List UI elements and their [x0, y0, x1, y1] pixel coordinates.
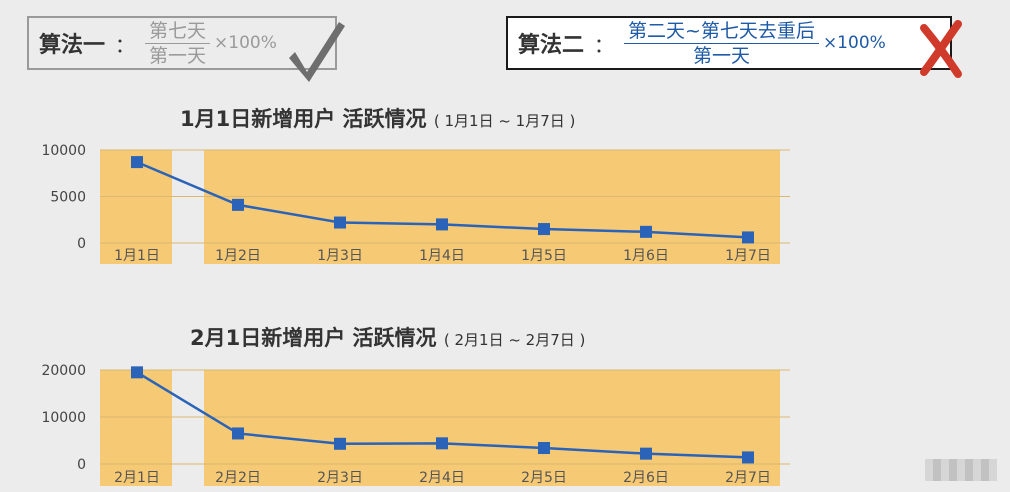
data-point — [232, 198, 244, 211]
chart-one: 0 5000 10000 1月1日 1月2日 1月3日 1月4日 1月5日 1月6日 1月7日 — [41, 143, 790, 264]
x-tick-label: 2月7日 — [725, 470, 771, 486]
chart-one-title-text: 1月1日新增用户 活跃情况 — [180, 107, 427, 131]
cross-mark-icon — [920, 20, 962, 78]
y-tick-label: 10000 — [41, 410, 86, 426]
highlight-band-following-days — [204, 370, 780, 486]
x-tick-label: 1月3日 — [317, 248, 363, 264]
data-point — [640, 225, 652, 238]
x-tick-label: 1月2日 — [215, 248, 261, 264]
formula-two-box: 算法二 ： 第二天~第七天去重后 第一天 ×100% — [506, 16, 952, 70]
highlight-band-following-days — [204, 150, 780, 264]
x-tick-label: 2月1日 — [114, 470, 160, 486]
x-tick-label: 1月5日 — [521, 248, 567, 264]
highlight-band-first-day — [100, 150, 172, 264]
x-tick-label: 2月6日 — [623, 470, 669, 486]
data-point — [131, 156, 143, 169]
x-tick-label: 2月4日 — [419, 470, 465, 486]
data-point — [640, 447, 652, 460]
formula-one-numerator: 第七天 — [145, 20, 211, 44]
formula-two-denominator: 第一天 — [692, 44, 750, 67]
chart-one-title: 1月1日新增用户 活跃情况 ( 1月1日 ~ 1月7日 ) — [180, 103, 575, 133]
formula-two-multiplier: ×100% — [822, 33, 886, 53]
y-tick-label: 5000 — [50, 190, 86, 206]
x-tick-label: 1月6日 — [623, 248, 669, 264]
data-point — [742, 231, 754, 244]
formula-one-label: 算法一 — [39, 33, 106, 58]
y-tick-label: 0 — [77, 236, 86, 252]
formula-one-fraction: 第七天 第一天 — [145, 20, 211, 67]
data-point — [131, 366, 143, 379]
corner-watermark — [925, 459, 997, 481]
formula-two-label: 算法二 — [518, 33, 585, 58]
data-point — [334, 216, 346, 229]
formula-one-denominator: 第一天 — [149, 44, 207, 67]
data-point — [538, 223, 550, 236]
chart-two: 0 10000 20000 2月1日 2月2日 2月3日 2月4日 2月5日 2月6日 2月7日 — [41, 363, 790, 486]
x-tick-label: 1月4日 — [419, 248, 465, 264]
y-tick-label: 10000 — [41, 143, 86, 159]
formula-one-box: 算法一 ： 第七天 第一天 ×100% — [27, 16, 337, 70]
x-tick-label: 1月1日 — [114, 248, 160, 264]
check-mark-icon — [289, 22, 345, 82]
chart-two-title: 2月1日新增用户 活跃情况 ( 2月1日 ~ 2月7日 ) — [190, 322, 585, 352]
formula-two-fraction: 第二天~第七天去重后 第一天 — [624, 20, 819, 67]
chart-two-subtitle: ( 2月1日 ~ 2月7日 ) — [443, 331, 586, 349]
x-tick-label: 1月7日 — [725, 248, 771, 264]
formula-one-multiplier: ×100% — [214, 33, 277, 53]
formula-one-colon: ： — [115, 32, 136, 57]
x-tick-label: 2月5日 — [521, 470, 567, 486]
data-point — [436, 218, 448, 231]
y-tick-label: 20000 — [41, 363, 86, 379]
formula-two-numerator: 第二天~第七天去重后 — [624, 20, 819, 44]
chart-two-title-text: 2月1日新增用户 活跃情况 — [190, 326, 437, 350]
data-point — [334, 437, 346, 450]
data-point — [538, 442, 550, 455]
data-point — [436, 437, 448, 450]
x-tick-label: 2月3日 — [317, 470, 363, 486]
data-point — [742, 451, 754, 464]
formula-two-colon: ： — [594, 32, 615, 57]
data-point — [232, 427, 244, 440]
y-tick-label: 0 — [77, 457, 86, 473]
chart-one-subtitle: ( 1月1日 ~ 1月7日 ) — [433, 112, 576, 130]
highlight-band-first-day — [100, 370, 172, 486]
x-tick-label: 2月2日 — [215, 470, 261, 486]
